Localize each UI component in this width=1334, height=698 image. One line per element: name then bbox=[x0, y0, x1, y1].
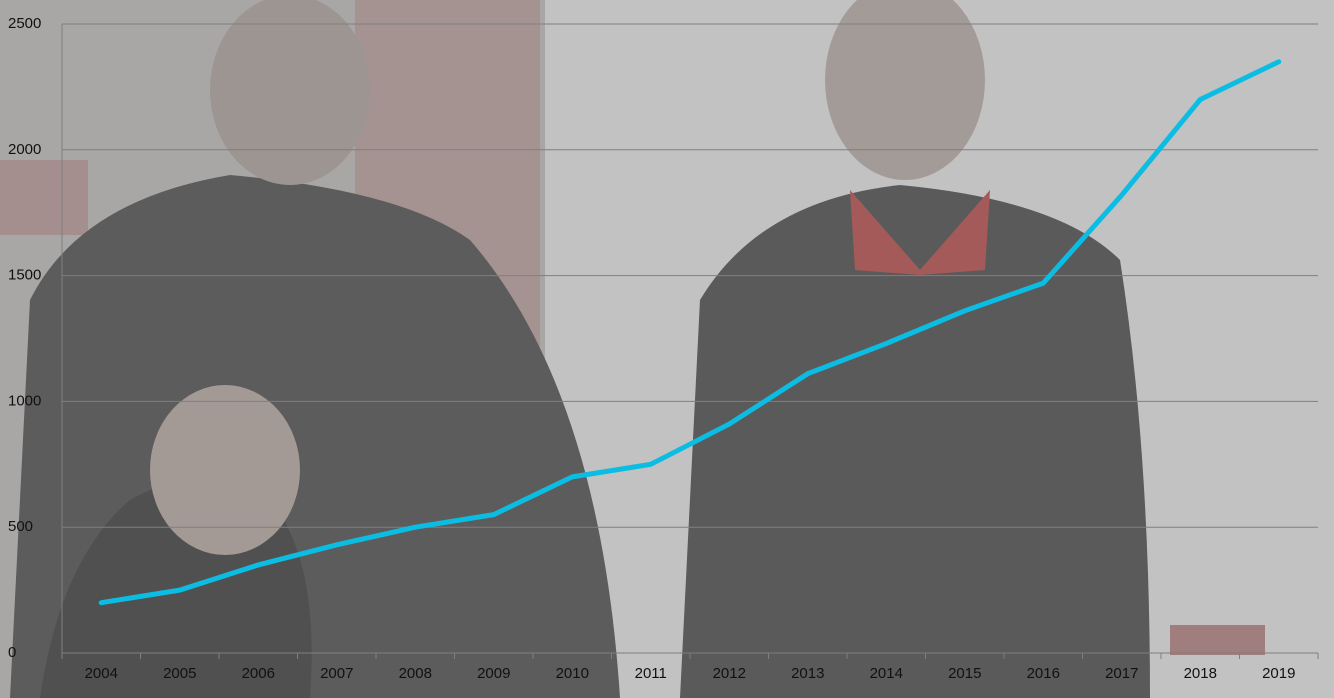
x-tick-label: 2008 bbox=[399, 665, 432, 682]
x-tick-label: 2016 bbox=[1027, 665, 1060, 682]
x-tick-label: 2005 bbox=[163, 665, 196, 682]
x-tick-label: 2015 bbox=[948, 665, 981, 682]
y-tick-label: 1000 bbox=[8, 392, 41, 409]
y-tick-label: 2500 bbox=[8, 15, 41, 32]
x-tick-label: 2012 bbox=[713, 665, 746, 682]
x-tick-label: 2004 bbox=[85, 665, 118, 682]
x-tick-label: 2006 bbox=[242, 665, 275, 682]
x-tick-label: 2014 bbox=[870, 665, 903, 682]
x-tick-label: 2010 bbox=[556, 665, 589, 682]
y-tick-label: 0 bbox=[8, 644, 16, 661]
x-tick-label: 2007 bbox=[320, 665, 353, 682]
background-photo bbox=[0, 0, 1334, 698]
x-tick-label: 2018 bbox=[1184, 665, 1217, 682]
x-tick-label: 2011 bbox=[635, 665, 667, 682]
x-tick-label: 2017 bbox=[1105, 665, 1138, 682]
y-tick-label: 2000 bbox=[8, 141, 41, 158]
chart: 0 500 1000 1500 2000 2500 2004 2005 2006 2007 2008… bbox=[0, 0, 1334, 698]
page: 0 500 1000 1500 2000 2500 2004 2005 2006 2007 2008… bbox=[0, 0, 1334, 698]
y-tick-label: 500 bbox=[8, 518, 33, 535]
y-tick-label: 1500 bbox=[8, 267, 41, 284]
x-tick-label: 2009 bbox=[477, 665, 510, 682]
x-tick-label: 2013 bbox=[791, 665, 824, 682]
x-tick-label: 2019 bbox=[1262, 665, 1295, 682]
